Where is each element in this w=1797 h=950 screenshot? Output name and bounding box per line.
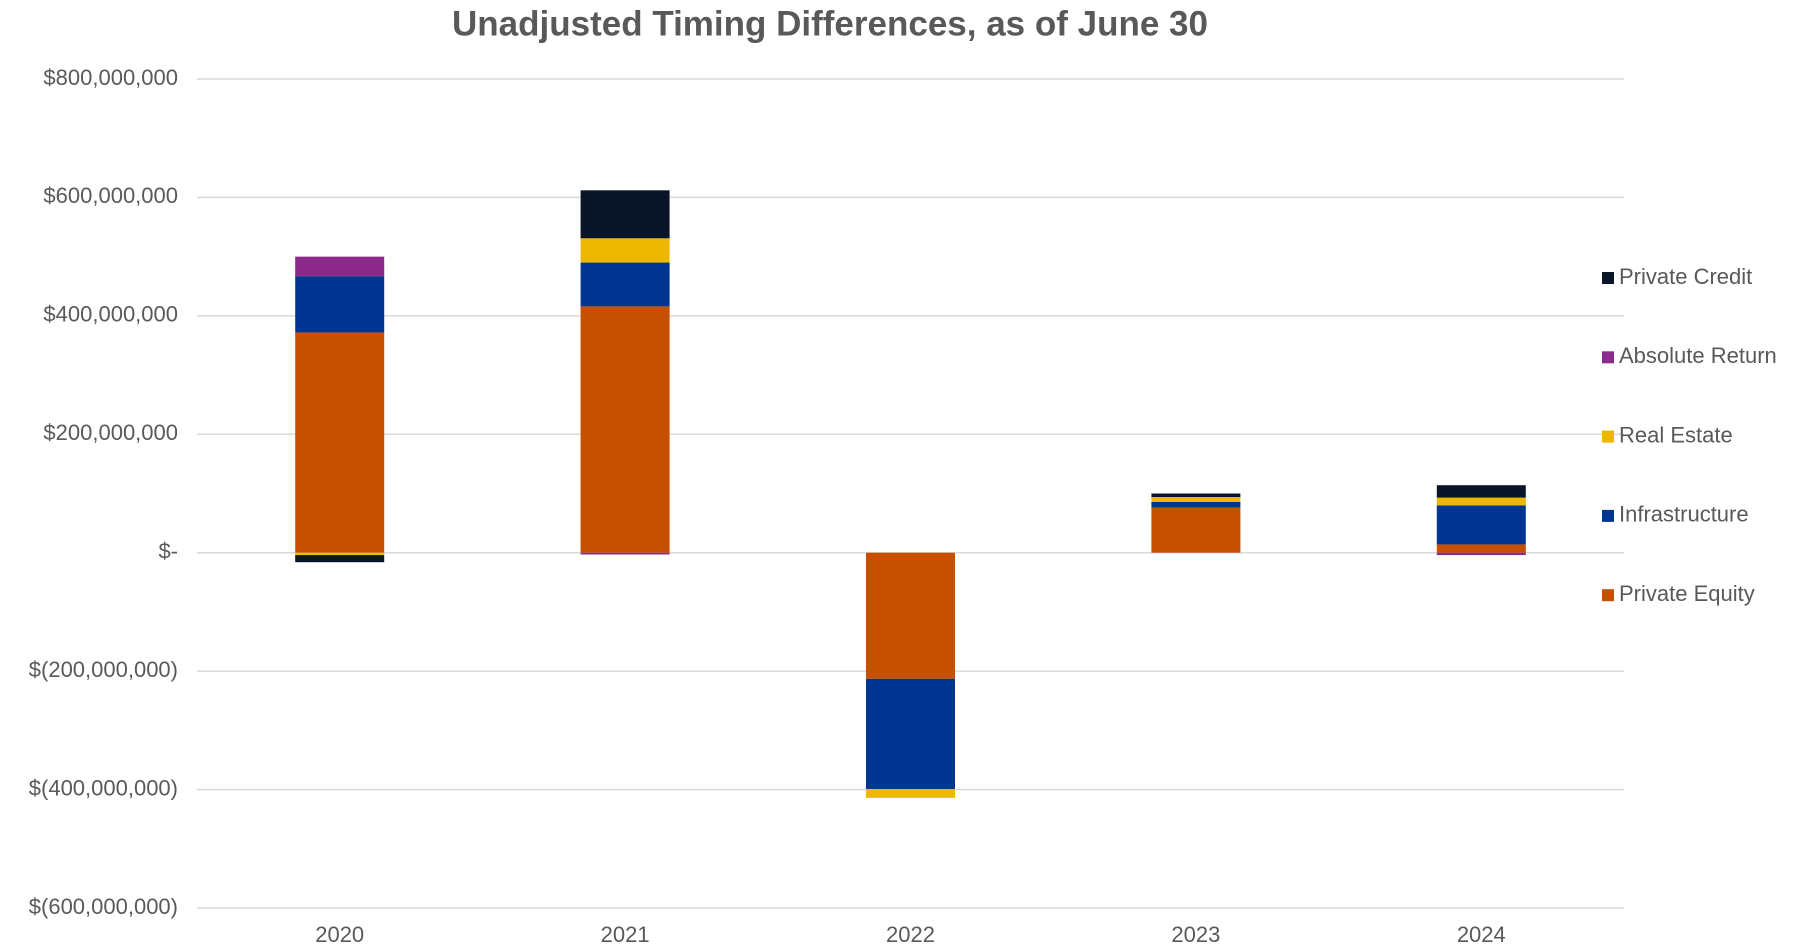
bar-segment (580, 552, 670, 555)
legend-label: Private Credit (1619, 264, 1752, 289)
legend-label: Absolute Return (1619, 343, 1777, 368)
bar-segment (580, 238, 670, 263)
legend-label: Infrastructure (1619, 502, 1749, 527)
bar-segment (295, 552, 385, 556)
x-tick-label: 2023 (1171, 922, 1220, 947)
x-tick-label: 2021 (601, 922, 650, 947)
bar-segment (295, 276, 385, 333)
y-tick-label: $600,000,000 (43, 183, 178, 208)
x-tick-label: 2020 (315, 922, 364, 947)
y-tick-label: $(200,000,000) (29, 657, 178, 682)
bar-segment (580, 190, 670, 239)
y-tick-label: $200,000,000 (43, 420, 178, 445)
bar-segment (580, 306, 670, 553)
legend-swatch (1602, 589, 1614, 602)
legend-swatch (1602, 509, 1614, 522)
bar-segment (1151, 507, 1241, 553)
y-tick-label: $400,000,000 (43, 302, 178, 327)
y-tick-label: $(600,000,000) (29, 894, 178, 919)
bar-segment (1151, 497, 1241, 502)
bar-segment (1151, 493, 1241, 498)
y-tick-label: $800,000,000 (43, 65, 178, 90)
y-tick-label: $- (158, 539, 178, 564)
bar-segment (1436, 485, 1526, 498)
bar-segment (295, 332, 385, 553)
bar-segment (1436, 505, 1526, 545)
legend-label: Private Equity (1619, 581, 1755, 606)
x-tick-label: 2024 (1457, 922, 1506, 947)
legend-swatch (1602, 272, 1614, 284)
legend-swatch (1602, 351, 1614, 364)
bar-segment (866, 552, 955, 679)
bar-segment (580, 262, 670, 307)
bar-segment (1436, 544, 1526, 553)
chart-title: Unadjusted Timing Differences, as of Jun… (452, 4, 1208, 43)
bar-segment (866, 788, 955, 798)
y-tick-label: $(400,000,000) (29, 775, 178, 800)
bar-segment (295, 555, 385, 563)
x-tick-label: 2022 (886, 922, 935, 947)
bar-segment (295, 256, 385, 277)
legend-label: Real Estate (1619, 422, 1733, 447)
legend-swatch (1602, 430, 1614, 443)
bar-segment (1151, 501, 1241, 508)
bar-segment (1436, 552, 1526, 556)
bar-segment (1436, 497, 1526, 506)
bar-segment (866, 678, 955, 789)
